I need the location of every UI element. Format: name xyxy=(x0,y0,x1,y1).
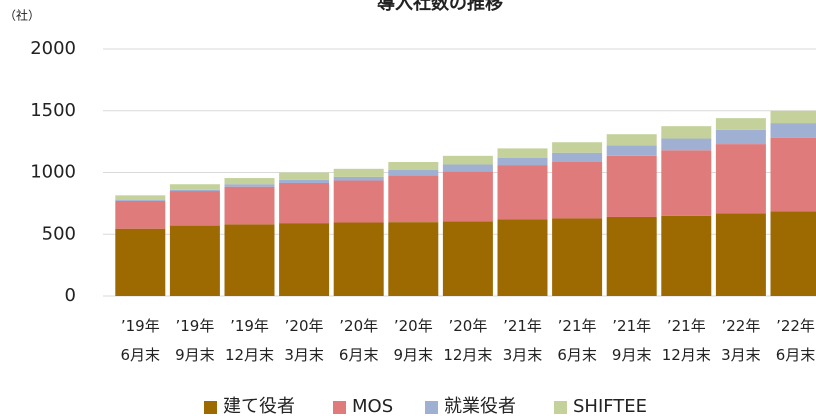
bar-segment xyxy=(333,180,384,223)
bar-segment xyxy=(115,228,166,296)
x-tick-label: ’22年 3月末 xyxy=(721,317,761,364)
bar-segment xyxy=(169,189,220,192)
bar-segment xyxy=(388,162,439,171)
legend-swatch xyxy=(554,401,567,414)
bar-segment xyxy=(224,184,275,187)
chart-title: 導入社数の推移 xyxy=(377,0,503,14)
bar-segment xyxy=(224,224,275,296)
bar-segment xyxy=(497,165,548,220)
legend-swatch xyxy=(204,401,217,414)
x-tick-label: ’20年 6月末 xyxy=(339,317,379,364)
bar-segment xyxy=(497,219,548,296)
bar-segment xyxy=(388,222,439,296)
bar-segment xyxy=(552,162,603,219)
bar-segment xyxy=(770,110,816,124)
bar-segment xyxy=(169,225,220,296)
bar-segment xyxy=(497,148,548,158)
bar-segment xyxy=(224,186,275,225)
bar-segment xyxy=(279,172,330,180)
bar-segment xyxy=(279,223,330,296)
bar-segment xyxy=(770,137,816,212)
bar-segment xyxy=(442,164,493,172)
y-tick-label: 2000 xyxy=(30,38,76,59)
legend-swatch xyxy=(333,401,346,414)
bar-segment xyxy=(715,144,766,214)
x-tick-label: ’22年 6月末 xyxy=(776,317,816,364)
bar-segment xyxy=(497,157,548,166)
x-tick-label: ’21年 12月末 xyxy=(662,317,711,364)
bar-segment xyxy=(661,215,712,296)
x-tick-label: ’20年 9月末 xyxy=(394,317,434,364)
bar-segment xyxy=(169,184,220,190)
legend-label: 就業役者 xyxy=(444,396,516,416)
y-unit: （社） xyxy=(4,8,40,23)
legend-label: SHIFTEE xyxy=(573,396,647,416)
bar-segment xyxy=(552,218,603,296)
y-tick-label: 1500 xyxy=(30,100,76,121)
bar-segment xyxy=(333,176,384,181)
bar-segment xyxy=(552,152,603,163)
y-tick-label: 500 xyxy=(42,223,76,244)
bar-segment xyxy=(552,142,603,153)
bar-segment xyxy=(115,195,166,200)
x-tick-label: ’21年 9月末 xyxy=(612,317,652,364)
x-tick-label: ’20年 12月末 xyxy=(443,317,492,364)
x-tick-label: ’20年 3月末 xyxy=(284,317,324,364)
x-tick-label: ’19年 12月末 xyxy=(225,317,274,364)
legend-label: 建て役者 xyxy=(223,396,295,416)
y-tick-label: 0 xyxy=(65,285,76,306)
bar-segment xyxy=(333,222,384,296)
bar-segment xyxy=(661,150,712,216)
bar-segment xyxy=(715,213,766,296)
bar-segment xyxy=(169,191,220,226)
bar-segment xyxy=(442,171,493,222)
x-tick-label: ’19年 9月末 xyxy=(175,317,215,364)
bar-segment xyxy=(661,138,712,151)
bar-segment xyxy=(279,179,330,183)
bar-segment xyxy=(770,123,816,138)
bar-segment xyxy=(388,170,439,176)
bar-segment xyxy=(442,155,493,165)
bar-segment xyxy=(715,129,766,145)
bar-segment xyxy=(388,175,439,223)
bar-segment xyxy=(606,145,657,156)
bar-segment xyxy=(279,182,330,224)
bar-segment xyxy=(606,216,657,296)
bar-segment xyxy=(606,155,657,217)
bar-segment xyxy=(442,221,493,296)
bar-segment xyxy=(115,200,166,229)
x-tick-label: ’21年 6月末 xyxy=(557,317,597,364)
bar-segment xyxy=(333,168,384,177)
bar-segment xyxy=(224,178,275,185)
legend-swatch xyxy=(425,401,438,414)
bar-segment xyxy=(715,118,766,130)
bar-segment xyxy=(606,134,657,146)
x-tick-label: ’21年 3月末 xyxy=(503,317,543,364)
bar-segment xyxy=(661,126,712,139)
bar-segment xyxy=(115,199,166,201)
legend-label: MOS xyxy=(352,396,393,416)
bar-segment xyxy=(770,211,816,296)
x-tick-label: ’19年 6月末 xyxy=(121,317,161,364)
y-tick-label: 1000 xyxy=(30,162,76,183)
